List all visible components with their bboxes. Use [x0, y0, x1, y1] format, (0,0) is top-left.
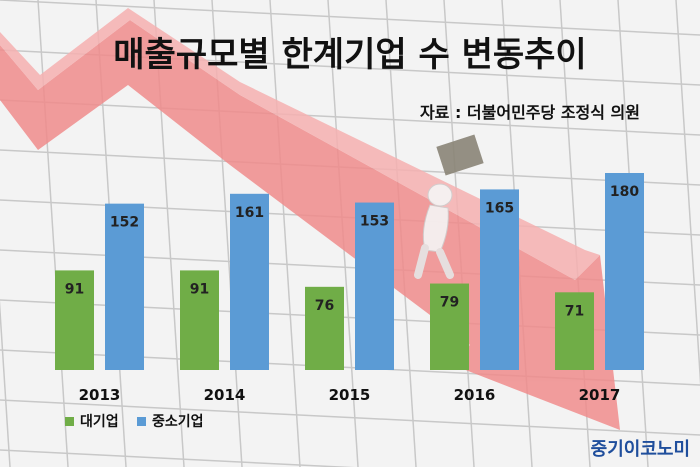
legend: 대기업 중소기업 — [65, 414, 204, 430]
bar-large-2016 — [430, 283, 469, 370]
value-label-sme-2013: 152 — [110, 215, 139, 231]
category-labels-group: 2013 2014 2015 2016 2017 — [79, 386, 621, 404]
grid-line-vertical — [0, 299, 11, 467]
bar-sme-2016 — [480, 189, 519, 370]
legend-swatch-large — [65, 417, 74, 426]
grid-line-horizontal — [0, 99, 700, 136]
value-label-sme-2015: 153 — [360, 214, 389, 230]
bar-large-2015 — [305, 286, 344, 370]
value-label-large-2014: 91 — [190, 281, 209, 297]
bar-sme-2014 — [230, 193, 269, 370]
category-label-2014: 2014 — [204, 386, 246, 404]
legend-label-sme: 중소기업 — [152, 414, 204, 430]
value-label-sme-2016: 165 — [485, 200, 514, 216]
bars-group — [55, 173, 644, 370]
value-label-large-2017: 71 — [565, 303, 584, 319]
value-labels-group: 91 152 91 161 76 153 79 165 71 180 — [65, 184, 640, 319]
grid-line-vertical — [269, 0, 301, 467]
category-label-2013: 2013 — [79, 386, 121, 404]
category-label-2016: 2016 — [454, 386, 496, 404]
legend-swatch-sme — [137, 417, 146, 426]
category-label-2015: 2015 — [329, 386, 371, 404]
value-label-large-2015: 76 — [315, 298, 334, 314]
source-note: 자료 : 더불어민주당 조정식 의원 — [420, 103, 640, 122]
legend-label-large: 대기업 — [80, 414, 119, 430]
brand-logo: 중기이코노미 — [591, 439, 690, 460]
bar-sme-2013 — [105, 203, 144, 370]
bar-sme-2015 — [355, 202, 394, 370]
figure-carrying-box-icon — [414, 134, 484, 279]
bar-sme-2017 — [605, 173, 644, 370]
value-label-large-2013: 91 — [65, 281, 84, 297]
bar-large-2013 — [55, 270, 94, 370]
value-label-sme-2017: 180 — [610, 184, 639, 200]
grid-line-horizontal — [0, 0, 700, 36]
grid-line-horizontal — [0, 399, 700, 436]
grid-line-horizontal — [0, 449, 356, 467]
chart-title: 매출규모별 한계기업 수 변동추이 — [113, 35, 586, 75]
value-label-large-2016: 79 — [440, 295, 459, 311]
category-label-2017: 2017 — [579, 386, 621, 404]
bar-large-2014 — [180, 270, 219, 370]
value-label-sme-2014: 161 — [235, 205, 264, 221]
bar-large-2017 — [555, 292, 594, 370]
grid-line-vertical — [675, 0, 700, 386]
